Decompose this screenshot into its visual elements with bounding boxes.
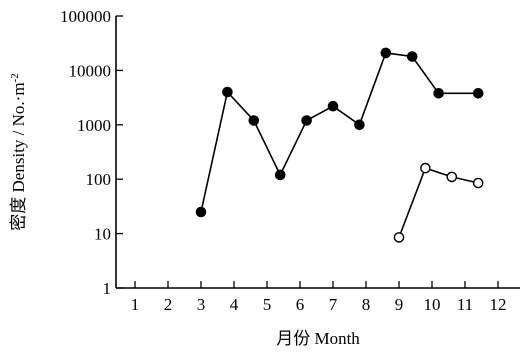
data-point-filled: [222, 86, 233, 98]
y-tick-label: 100: [86, 170, 112, 189]
y-tick-label: 10: [94, 225, 111, 244]
x-tick-label: 5: [263, 295, 272, 314]
series-1: [195, 47, 484, 218]
x-tick-label: 11: [457, 295, 473, 314]
data-point-filled: [327, 100, 339, 112]
data-point-filled: [406, 51, 418, 62]
series-layer: [195, 47, 484, 243]
x-tick-label: 12: [490, 295, 507, 314]
x-tick-label: 8: [362, 295, 371, 314]
x-tick-label: 10: [424, 295, 441, 314]
y-tick-label: 1: [103, 279, 112, 298]
data-point-filled: [472, 88, 484, 99]
y-tick-label: 100000: [60, 7, 111, 26]
x-tick-label: 1: [131, 295, 140, 314]
x-tick-label: 2: [164, 295, 173, 314]
series-line: [200, 52, 479, 213]
data-point-open: [472, 177, 484, 189]
data-point-filled: [301, 115, 312, 126]
y-axis-label-main: 密度 Density / No.·m: [9, 82, 28, 230]
y-tick-label: 1000: [77, 116, 111, 135]
x-tick-label: 6: [296, 295, 305, 314]
data-point-filled: [274, 169, 286, 181]
y-tick-label: 10000: [69, 61, 112, 80]
x-tick-label: 7: [329, 295, 338, 314]
data-point-filled: [248, 115, 260, 126]
y-axis-label-superscript: -2: [9, 73, 21, 82]
axes: [115, 16, 520, 289]
x-axis-ticks: 1 2 3 4 5 6 7 8 9 10 11 12: [131, 281, 507, 314]
series-2: [393, 162, 484, 243]
x-tick-label: 3: [197, 295, 206, 314]
x-tick-label: 4: [230, 295, 239, 314]
x-axis-label: 月份 Month: [276, 329, 360, 348]
data-point-open: [393, 232, 405, 243]
x-tick-label: 9: [395, 295, 404, 314]
data-point-filled: [380, 47, 392, 59]
y-axis-ticks: 1 10 100 1000 10000 100000: [60, 7, 123, 298]
data-point-filled: [354, 119, 365, 131]
data-point-open: [446, 171, 458, 183]
series-line: [398, 167, 479, 238]
y-axis-label: 密度 Density / No.·m-2: [9, 73, 28, 230]
data-point-filled: [433, 88, 444, 99]
data-point-filled: [195, 206, 207, 218]
data-point-open: [420, 162, 431, 174]
